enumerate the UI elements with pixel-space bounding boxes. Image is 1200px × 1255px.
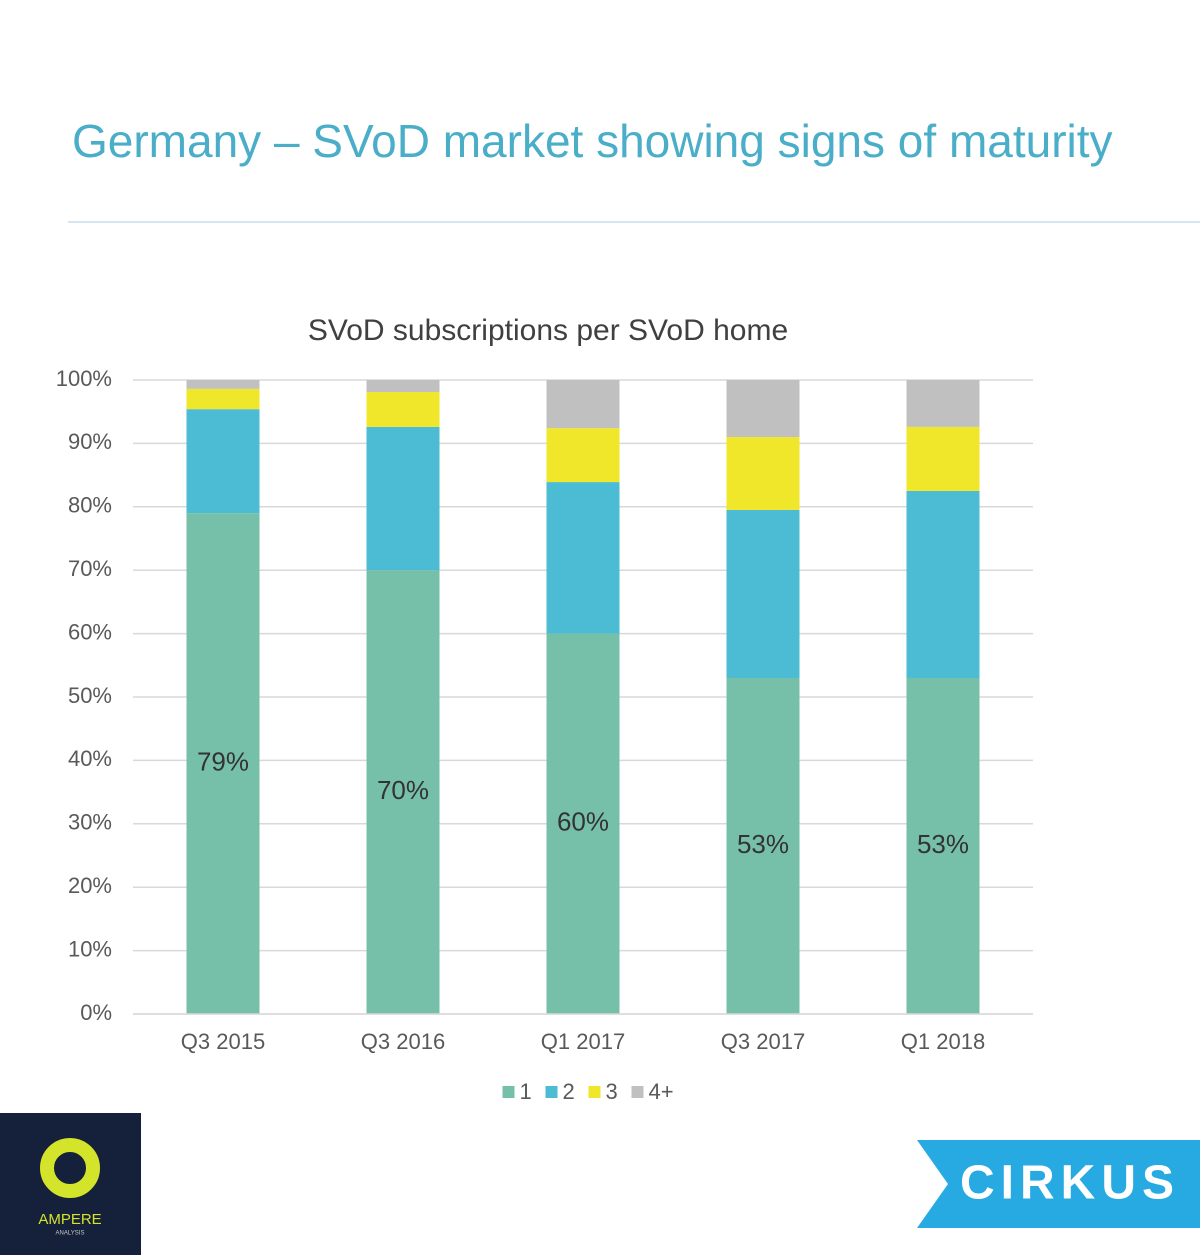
bar-segment — [186, 513, 260, 1014]
y-tick-label: 60% — [68, 619, 112, 644]
y-tick-label: 90% — [68, 429, 112, 454]
y-tick-label: 100% — [56, 366, 112, 391]
x-tick-label: Q3 2015 — [181, 1029, 265, 1054]
y-tick-label: 10% — [68, 936, 112, 961]
logo-banner — [917, 1140, 1200, 1228]
x-tick-label: Q1 2017 — [541, 1029, 625, 1054]
value-label: 79% — [197, 746, 249, 776]
cirkus-logo: CIRKUS — [917, 1140, 1200, 1228]
bar-segment — [906, 426, 980, 491]
legend-swatch — [588, 1086, 601, 1098]
logo-text: AMPERE — [38, 1211, 101, 1228]
y-tick-label: 40% — [68, 746, 112, 771]
bar-segment — [726, 677, 800, 1014]
y-tick-label: 30% — [68, 810, 112, 835]
bar-segment — [906, 490, 980, 678]
bar-segment — [726, 380, 800, 438]
logo-subtext: ANALYSIS — [56, 1231, 85, 1237]
value-label: 53% — [917, 829, 969, 859]
ampere-logo: AMPERE ANALYSIS — [0, 1113, 141, 1255]
bar-segment — [906, 677, 980, 1014]
x-tick-label: Q3 2016 — [361, 1029, 445, 1054]
y-tick-label: 80% — [68, 493, 112, 518]
x-tick-label: Q3 2017 — [721, 1029, 805, 1054]
y-tick-label: 0% — [80, 1000, 112, 1025]
value-label: 70% — [377, 775, 429, 805]
logo-ring — [40, 1138, 100, 1198]
bar-segment — [726, 437, 800, 510]
y-tick-label: 50% — [68, 683, 112, 708]
legend-label: 2 — [563, 1079, 575, 1104]
legend-swatch — [502, 1086, 515, 1098]
bar-segment — [366, 380, 440, 393]
bar-segment — [546, 428, 620, 483]
value-label: 60% — [557, 807, 609, 837]
value-label: 53% — [737, 829, 789, 859]
bar-segment — [366, 570, 440, 1014]
bar-segment — [546, 380, 620, 429]
bar-segment — [546, 633, 620, 1014]
legend-label: 4+ — [649, 1079, 674, 1104]
bar-segment — [366, 426, 440, 571]
y-tick-label: 20% — [68, 873, 112, 898]
bar-segment — [186, 409, 260, 514]
bar-segment — [186, 388, 260, 410]
chart-title: SVoD subscriptions per SVoD home — [308, 314, 788, 347]
bar-segment — [906, 380, 980, 427]
slide-title: Germany – SVoD market showing signs of m… — [72, 115, 1113, 167]
bar-segment — [366, 392, 440, 427]
bar-segment — [546, 482, 620, 634]
legend-swatch — [545, 1086, 558, 1098]
x-tick-label: Q1 2018 — [901, 1029, 985, 1054]
y-tick-label: 70% — [68, 556, 112, 581]
bar-segment — [186, 380, 260, 389]
legend-label: 1 — [520, 1079, 532, 1104]
logo-text: CIRKUS — [960, 1157, 1180, 1210]
bar-segment — [726, 509, 800, 678]
legend-label: 3 — [606, 1079, 618, 1104]
legend-swatch — [631, 1086, 644, 1098]
